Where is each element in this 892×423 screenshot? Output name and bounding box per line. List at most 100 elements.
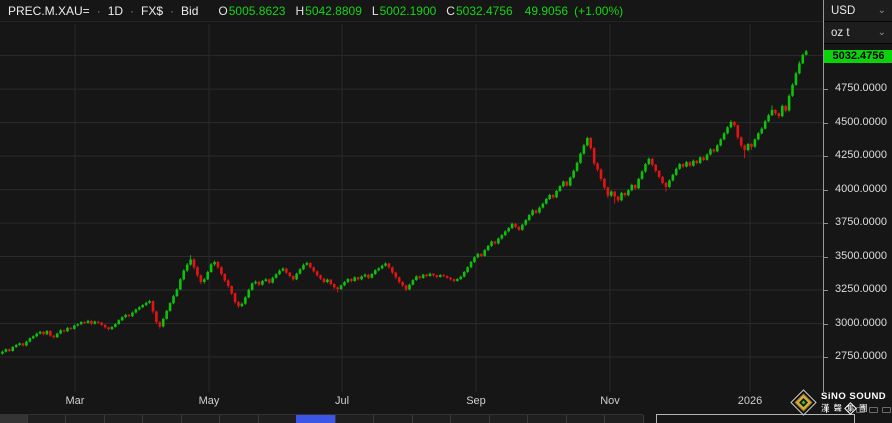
candle[interactable] xyxy=(380,265,384,269)
candle[interactable] xyxy=(285,268,288,273)
candle[interactable] xyxy=(630,184,634,191)
candle[interactable] xyxy=(134,309,138,313)
candle[interactable] xyxy=(165,310,168,319)
candle[interactable] xyxy=(493,241,497,244)
candle[interactable] xyxy=(336,287,339,289)
candle[interactable] xyxy=(503,231,507,236)
candle[interactable] xyxy=(267,279,271,283)
candle[interactable] xyxy=(196,267,199,276)
candle[interactable] xyxy=(647,158,651,165)
candle[interactable] xyxy=(418,276,422,278)
candle[interactable] xyxy=(681,164,685,167)
candle[interactable] xyxy=(695,160,699,164)
candle[interactable] xyxy=(79,321,83,325)
candle[interactable] xyxy=(31,336,35,339)
candle[interactable] xyxy=(73,325,76,329)
candle[interactable] xyxy=(370,273,374,278)
candle[interactable] xyxy=(38,331,42,334)
candle[interactable] xyxy=(589,138,593,149)
candle[interactable] xyxy=(182,270,186,280)
candle[interactable] xyxy=(541,203,545,208)
candle[interactable] xyxy=(657,170,661,177)
candle[interactable] xyxy=(521,224,524,230)
candle[interactable] xyxy=(257,281,261,285)
candle[interactable] xyxy=(705,154,709,160)
candle[interactable] xyxy=(702,157,705,160)
source-label[interactable]: FX$ xyxy=(141,3,164,18)
candle[interactable] xyxy=(319,275,322,279)
candle[interactable] xyxy=(408,284,411,290)
candle[interactable] xyxy=(404,285,408,290)
candle[interactable] xyxy=(668,180,671,187)
candle[interactable] xyxy=(544,198,548,204)
candle[interactable] xyxy=(558,186,562,191)
candle[interactable] xyxy=(117,320,121,325)
candle[interactable] xyxy=(586,138,589,146)
candle[interactable] xyxy=(161,318,165,327)
candle[interactable] xyxy=(507,228,510,232)
candle[interactable] xyxy=(21,343,25,346)
candle[interactable] xyxy=(736,125,740,138)
candle[interactable] xyxy=(798,63,801,74)
candle[interactable] xyxy=(120,317,124,321)
candle[interactable] xyxy=(66,327,69,332)
candle[interactable] xyxy=(794,73,798,85)
candle[interactable] xyxy=(144,302,148,306)
candle[interactable] xyxy=(435,275,439,277)
candle[interactable] xyxy=(456,279,459,281)
candle[interactable] xyxy=(415,276,418,281)
candle[interactable] xyxy=(746,144,750,151)
candle[interactable] xyxy=(363,274,367,277)
candle[interactable] xyxy=(373,270,377,274)
candle[interactable] xyxy=(148,301,151,303)
candle[interactable] xyxy=(237,302,240,307)
candle[interactable] xyxy=(96,321,100,323)
candle[interactable] xyxy=(305,262,309,265)
timeline-range-box[interactable] xyxy=(656,414,855,423)
candle[interactable] xyxy=(780,105,784,117)
candle[interactable] xyxy=(490,241,493,246)
candle[interactable] xyxy=(14,344,18,347)
candle[interactable] xyxy=(562,181,565,187)
candle[interactable] xyxy=(42,331,45,335)
instrument-symbol[interactable]: PREC.M.XAU= xyxy=(8,3,90,18)
toolbar-icon[interactable] xyxy=(869,407,878,413)
candle[interactable] xyxy=(312,267,316,272)
candle[interactable] xyxy=(168,303,172,311)
candle[interactable] xyxy=(480,253,483,256)
candle[interactable] xyxy=(753,139,757,147)
candle[interactable] xyxy=(141,305,145,308)
candle[interactable] xyxy=(486,245,490,251)
candle[interactable] xyxy=(698,157,702,164)
candle[interactable] xyxy=(226,280,230,287)
candle[interactable] xyxy=(322,278,326,283)
candle[interactable] xyxy=(315,271,319,276)
candle[interactable] xyxy=(387,263,391,268)
candle[interactable] xyxy=(575,162,579,171)
candle[interactable] xyxy=(483,250,487,256)
candle[interactable] xyxy=(295,273,298,280)
candle[interactable] xyxy=(729,121,733,128)
candle[interactable] xyxy=(59,330,62,334)
candle[interactable] xyxy=(432,273,435,276)
candle[interactable] xyxy=(346,279,350,283)
candle[interactable] xyxy=(733,121,736,126)
candle[interactable] xyxy=(452,279,456,281)
timeline-selected-cell[interactable] xyxy=(296,415,335,423)
candle[interactable] xyxy=(743,145,746,151)
candle[interactable] xyxy=(596,163,599,170)
candle[interactable] xyxy=(425,274,428,276)
candle[interactable] xyxy=(261,280,264,285)
candle[interactable] xyxy=(654,164,658,171)
candle[interactable] xyxy=(599,169,603,179)
candle[interactable] xyxy=(28,338,32,342)
candle[interactable] xyxy=(155,311,158,323)
candle[interactable] xyxy=(397,277,401,283)
candle[interactable] xyxy=(801,54,805,64)
candle[interactable] xyxy=(213,261,216,265)
candle[interactable] xyxy=(52,335,56,338)
candle[interactable] xyxy=(55,333,59,338)
candle[interactable] xyxy=(671,174,675,181)
candle[interactable] xyxy=(473,257,476,262)
candle[interactable] xyxy=(309,262,312,268)
